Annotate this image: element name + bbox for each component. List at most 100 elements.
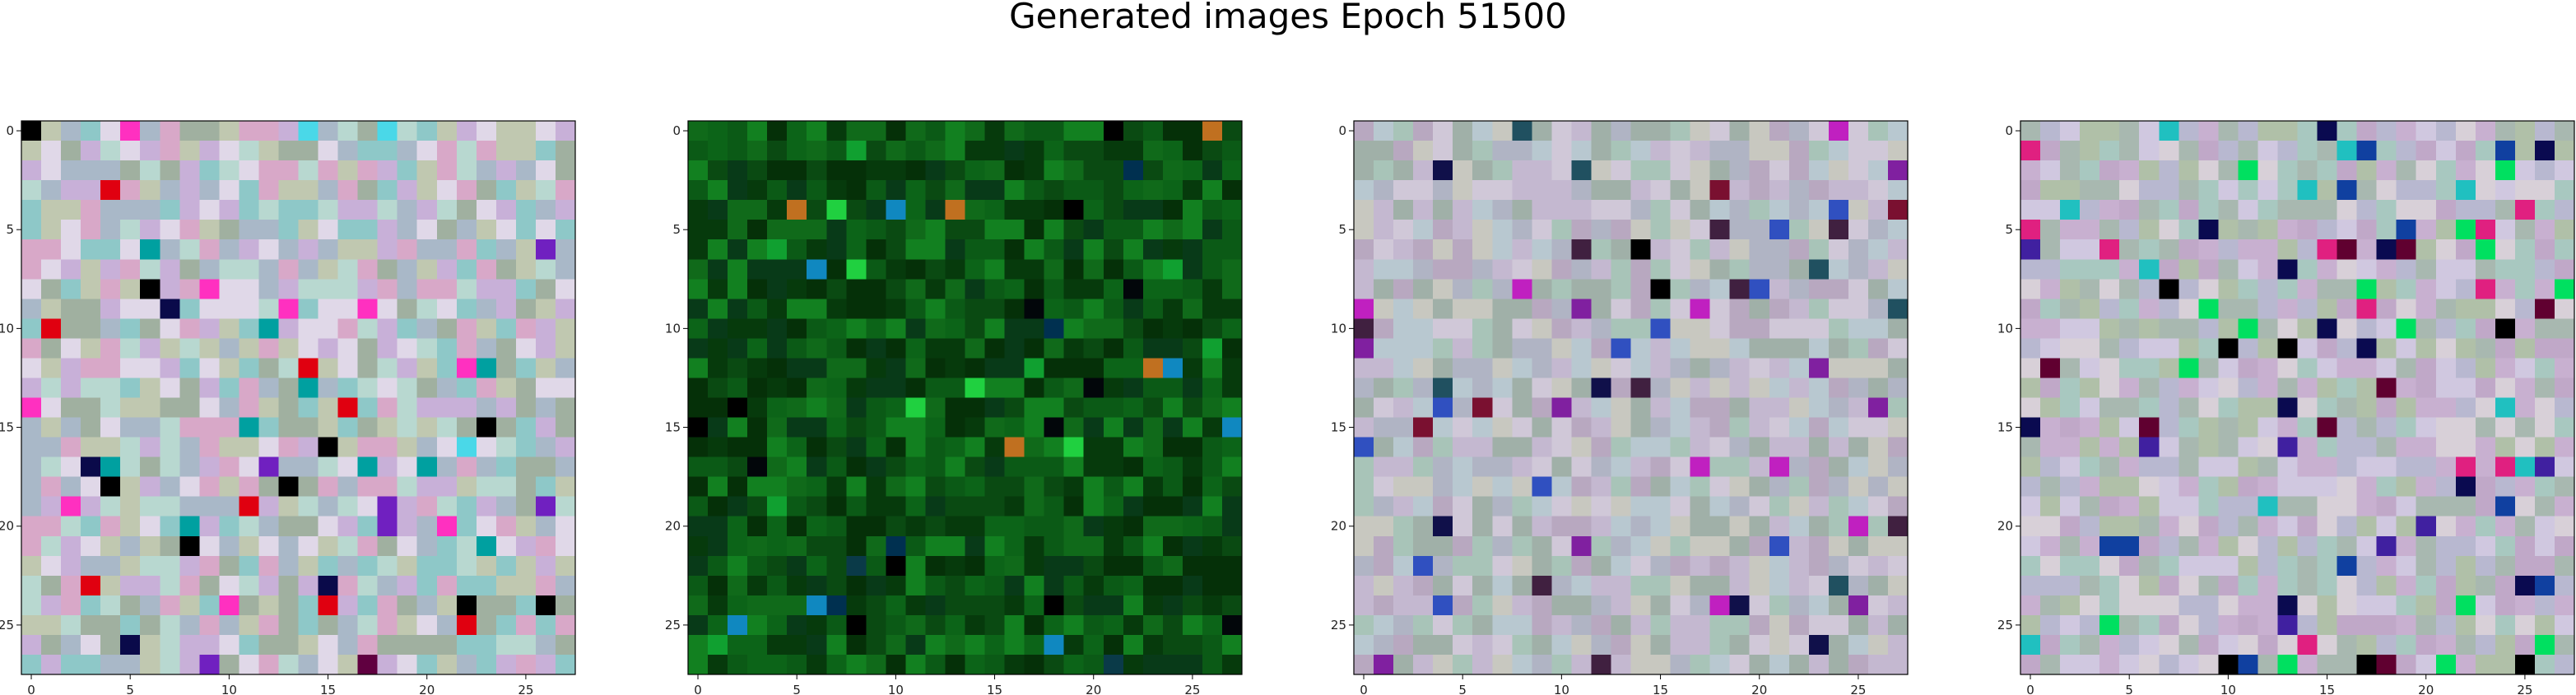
- pixel: [1769, 180, 1790, 201]
- pixel: [298, 614, 319, 636]
- pixel: [1867, 397, 1889, 419]
- pixel: [61, 437, 81, 458]
- pixel: [61, 318, 81, 339]
- x-tick-label: 25: [518, 683, 533, 695]
- pixel: [2080, 259, 2100, 280]
- pixel: [1162, 397, 1183, 419]
- pixel: [2416, 437, 2437, 458]
- pixel: [2534, 121, 2555, 141]
- pixel: [2139, 338, 2160, 359]
- pixel: [2040, 279, 2061, 299]
- pixel: [1083, 279, 1104, 299]
- pixel: [416, 634, 438, 656]
- pixel: [219, 516, 239, 537]
- pixel: [2356, 496, 2378, 517]
- pixel: [945, 338, 966, 359]
- pixel: [476, 634, 497, 656]
- pixel: [535, 318, 556, 339]
- pixel: [258, 279, 280, 299]
- pixel: [219, 220, 239, 240]
- pixel: [2060, 180, 2081, 201]
- pixel: [2514, 141, 2536, 161]
- pixel: [2435, 634, 2457, 656]
- pixel: [298, 535, 319, 557]
- pixel: [1453, 160, 1473, 181]
- pixel: [2257, 397, 2279, 419]
- pixel: [1749, 476, 1770, 498]
- pixel: [1453, 239, 1473, 260]
- pixel: [535, 555, 556, 577]
- pixel: [2416, 535, 2437, 557]
- pixel: [1472, 496, 1493, 517]
- pixel: [1611, 220, 1632, 240]
- pixel: [688, 634, 709, 656]
- pixel: [1709, 595, 1731, 616]
- pixel: [1591, 279, 1612, 299]
- pixel: [1690, 180, 1711, 201]
- pixel: [2337, 575, 2358, 596]
- pixel: [1004, 634, 1025, 656]
- pixel: [1650, 200, 1672, 220]
- pixel: [515, 476, 537, 498]
- pixel: [1142, 279, 1164, 299]
- pixel: [708, 141, 728, 161]
- pixel: [1591, 456, 1612, 478]
- pixel: [1044, 397, 1065, 419]
- pixel: [1063, 456, 1085, 478]
- pixel: [1492, 575, 1513, 596]
- pixel: [555, 259, 576, 280]
- pixel: [1024, 535, 1045, 557]
- x-tick-label: 15: [2319, 683, 2335, 695]
- pixel: [140, 634, 160, 656]
- pixel: [1867, 634, 1889, 656]
- pixel: [905, 654, 927, 675]
- pixel: [239, 634, 260, 656]
- pixel: [1472, 220, 1493, 240]
- pixel: [1103, 279, 1124, 299]
- pixel: [1433, 595, 1453, 616]
- pixel: [397, 634, 418, 656]
- pixel: [555, 279, 576, 299]
- pixel: [866, 516, 886, 537]
- pixel: [298, 575, 319, 596]
- pixel: [2376, 614, 2397, 636]
- pixel: [160, 456, 180, 478]
- pixel: [807, 358, 827, 379]
- pixel: [866, 200, 886, 220]
- pixel: [199, 141, 220, 161]
- pixel: [945, 496, 966, 517]
- pixel: [1492, 141, 1513, 161]
- pixel: [708, 200, 728, 220]
- pixel: [2080, 239, 2100, 260]
- pixel: [239, 516, 260, 537]
- pixel: [1354, 141, 1374, 161]
- pixel: [357, 397, 379, 419]
- pixel: [377, 634, 398, 656]
- pixel: [2396, 437, 2417, 458]
- pixel: [555, 318, 576, 339]
- pixel: [1083, 535, 1104, 557]
- pixel: [2435, 535, 2457, 557]
- pixel: [1532, 456, 1552, 478]
- pixel: [925, 239, 946, 260]
- pixel: [1413, 476, 1434, 498]
- pixel: [2198, 318, 2219, 339]
- pixel: [826, 378, 847, 399]
- pixel: [1611, 200, 1632, 220]
- pixel: [747, 160, 768, 181]
- pixel: [984, 555, 1006, 577]
- pixel: [495, 318, 517, 339]
- pixel: [1848, 595, 1869, 616]
- pixel: [1828, 200, 1849, 220]
- pixel: [1142, 200, 1164, 220]
- pixel: [984, 595, 1006, 616]
- pixel: [140, 555, 160, 577]
- pixel: [515, 121, 537, 141]
- pixel: [826, 535, 847, 557]
- pixel: [767, 476, 788, 498]
- pixel: [100, 239, 121, 260]
- pixel: [1650, 634, 1672, 656]
- pixel: [179, 417, 200, 438]
- pixel: [495, 180, 517, 201]
- pixel: [2416, 239, 2437, 260]
